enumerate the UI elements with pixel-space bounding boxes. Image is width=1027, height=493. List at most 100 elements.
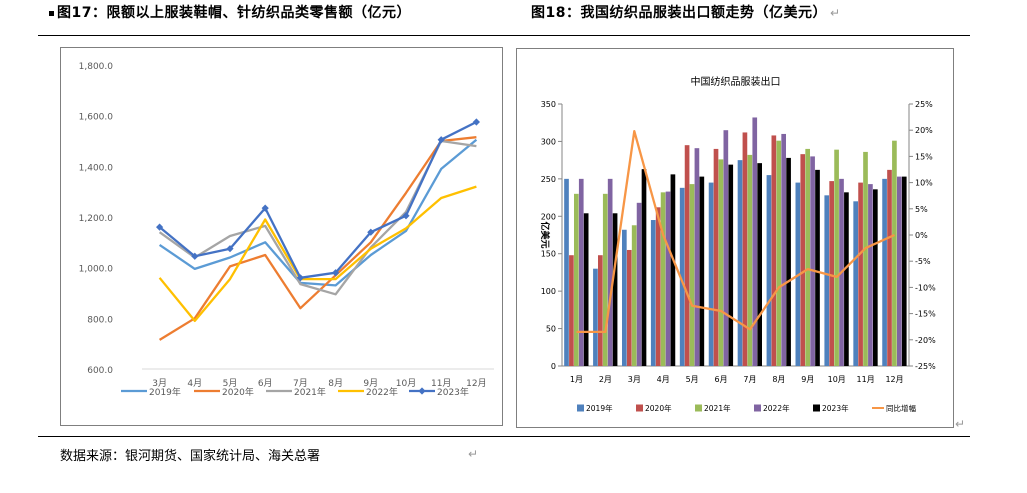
x-tick-label: 3月 [152,378,167,389]
bar-2019年 [622,229,627,366]
bullet-icon [49,10,54,16]
bar-2019年 [737,160,743,366]
y-tick-label: 250 [541,175,556,184]
x-tick-label: 9月 [801,375,814,384]
bar-2020年 [626,249,632,366]
y-tick-label: 150 [541,250,556,259]
bar-2019年 [708,182,714,366]
y2-tick-label: -10% [915,283,936,292]
data-point-marker [367,228,375,236]
legend-label: 2020年 [222,386,254,398]
x-tick-label: 10月 [828,375,846,384]
bar-2022年 [636,202,642,366]
return-mark-icon: ↵ [955,417,966,431]
legend-swatch [813,404,820,412]
data-point-marker [226,245,234,253]
legend-label: 2023年 [822,403,849,413]
chart-title: 中国纺织品服装出口 [691,75,781,88]
bar-2020年 [598,255,603,366]
bar-2019年 [766,175,772,366]
bar-2023年 [815,169,820,366]
bar-2021年 [602,193,608,366]
bar-2023年 [699,176,705,366]
legend-swatch [577,404,584,412]
legend-label: 2023年 [437,386,469,398]
legend-label: 2020年 [645,403,672,413]
y2-tick-label: -20% [915,336,936,345]
y-tick-label: 50 [546,325,556,334]
bar-2021年 [660,192,666,366]
data-point-marker [472,118,480,126]
footer-divider [38,436,970,437]
x-tick-label: 11月 [431,378,451,389]
legend-label: 2019年 [586,403,613,413]
figure-17-title: 图17：限额以上服装鞋帽、针纺织品类零售额（亿元） [49,2,411,22]
x-tick-label: 4月 [187,378,202,389]
bar-2020年 [887,169,892,366]
header-divider [38,35,970,36]
y-tick-label: 600.0 [87,366,113,376]
bar-2021年 [747,154,753,366]
bar-2023年 [612,213,618,366]
bar-2019年 [593,268,598,366]
bar-2022年 [752,117,758,366]
legend-label: 2022年 [366,386,398,398]
legend-swatch [754,404,761,412]
y2-tick-label: 25% [915,100,933,109]
bar-2020年 [800,154,806,366]
x-tick-label: 8月 [772,375,785,384]
bar-2023年 [786,157,791,366]
y-tick-label: 100 [541,287,556,296]
y-tick-label: 1,600.0 [79,113,114,123]
y-tick-label: 300 [541,137,556,146]
y2-tick-label: -5% [915,257,931,266]
legend-swatch [695,404,702,412]
bar-2019年 [853,201,859,366]
bar-2022年 [665,191,671,366]
x-tick-label: 1月 [570,375,583,384]
bar-2019年 [824,195,830,366]
bar-2021年 [776,140,782,366]
x-tick-label: 8月 [328,378,343,389]
legend-label: 同比增幅 [886,403,916,413]
data-point-marker [156,223,164,231]
y-tick-label: 1,800.0 [79,62,114,72]
bar-2019年 [650,220,656,366]
x-tick-label: 7月 [293,378,308,389]
x-tick-label: 5月 [686,375,699,384]
data-point-marker [261,204,269,212]
y2-tick-label: 5% [915,205,928,214]
bar-2020年 [858,182,863,366]
series-line-4 [158,185,477,323]
bar-2020年 [829,181,834,366]
data-source-note: 数据来源：银河期货、国家统计局、海关总署 [60,449,321,464]
retail-sales-chart-panel: 600.0 800.0 1,000.0 1,200.0 1,400.0 1,600.0 1,… [60,47,503,426]
bar-2019年 [679,187,685,366]
x-tick-label: 4月 [657,375,670,384]
yoy-growth-line [576,130,895,334]
bar-2023年 [901,176,907,366]
bar-2023年 [757,163,762,366]
y2-tick-label: 15% [915,152,933,161]
legend-label: 2021年 [704,403,731,413]
x-tick-label: 5月 [223,378,238,389]
y-axis-title: 亿美元 [539,221,551,248]
bar-2022年 [810,156,815,366]
bar-2022年 [897,176,902,366]
bar-2022年 [578,178,584,366]
x-tick-label: 7月 [743,375,756,384]
legend-label: 2019年 [149,386,181,398]
bar-2021年 [892,140,897,366]
bar-2021年 [574,193,579,366]
bar-2020年 [684,145,690,366]
data-point-marker [332,269,340,277]
bar-2021年 [631,225,637,366]
legend-label: 2021年 [294,386,326,398]
y-tick-label: 800.0 [87,315,113,325]
figure-18-title: 图18：我国纺织品服装出口额走势（亿美元） ↵ [531,5,841,21]
bar-2020年 [771,135,777,366]
y-tick-label: 200 [541,212,556,221]
y2-tick-label: 20% [915,126,933,135]
series-line-2 [158,136,477,341]
bar-2023年 [873,189,878,366]
